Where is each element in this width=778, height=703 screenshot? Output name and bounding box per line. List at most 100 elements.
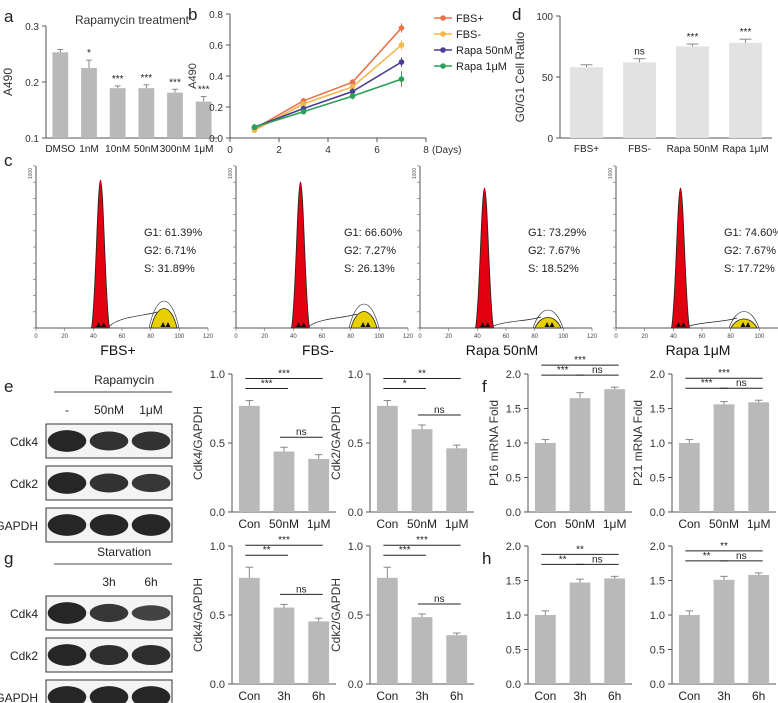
category-label-d: Rapa 50nM [667, 144, 719, 155]
histogram-x-tick-label-2: 120 [587, 334, 598, 340]
comparison-label-e2: ns [434, 405, 445, 416]
g1-percentage-1: G1: 66.60% [344, 227, 402, 239]
histogram-panel-0: 1000 0 20 40 60 80 100 120 G1: 61.39% G2: 6.71% S:… [28, 165, 214, 358]
category-label-g2: 6h [450, 689, 463, 703]
histogram-x-tick-label-1: 40 [290, 334, 297, 340]
blot-row-label-e: Cdk2 [10, 477, 38, 491]
comparison-label-e2: ** [418, 369, 426, 380]
category-label-h2: 6h [752, 689, 765, 703]
y-tick-label-f2: 1.5 [650, 404, 665, 416]
g1-percentage-3: G1: 74.60% [724, 227, 778, 239]
legend-label-3: Rapa 1μM [456, 61, 507, 73]
bar-f2 [713, 404, 735, 512]
bar-f2 [748, 402, 770, 512]
y-tick-label-h1: 2.0 [506, 541, 521, 553]
bar-a [138, 88, 155, 138]
peak-marker-3 [745, 322, 751, 327]
western-blot-e: Rapamycin - 50nM 1μM Cdk4 Cdk2 GAPDH [0, 373, 173, 543]
s-phase-curve-2 [493, 316, 542, 327]
legend-label-0: FBS+ [456, 13, 484, 25]
y-tick-label-f2: 2.0 [650, 369, 665, 381]
category-label-a: DMSO [45, 144, 75, 155]
data-point-3 [300, 108, 307, 115]
g2-percentage-3: G2: 7.67% [724, 245, 776, 257]
comparison-label-f2: *** [701, 378, 713, 389]
bar-d [623, 62, 656, 138]
histogram-panel-2: 1000 0 20 40 60 80 100 120 G1: 73.29% G2: 7.67% S:… [412, 165, 598, 358]
y-tick-label-b: 0.8 [209, 10, 223, 21]
bar-g1 [308, 621, 330, 684]
comparison-label-f2: *** [718, 368, 730, 379]
y-axis-label-a: A490 [1, 68, 15, 96]
y-tick-label-f1: 0.5 [506, 473, 521, 485]
g2-envelope-3 [728, 311, 760, 329]
peak-marker-1 [360, 322, 366, 327]
peak-marker-0 [101, 322, 106, 327]
g2-envelope-2 [532, 309, 564, 329]
significance-label-d: *** [687, 32, 699, 43]
histogram-x-tick-label-1: 0 [234, 334, 238, 340]
category-label-e2: 50nM [407, 517, 437, 531]
category-label-e1: 1μM [307, 517, 331, 531]
y-axis-label-g1: Cdk4/GAPDH [191, 578, 205, 652]
blot-row-label-e: Cdk4 [10, 435, 38, 449]
y-tick-label-g1: 1.0 [210, 541, 225, 553]
chart-d: 0 50 100 G0/G1 Cell Ratio FBS+ FBS-ns Rapa 50n… [513, 12, 772, 155]
bar-d [570, 67, 603, 138]
y-tick-label-e1: 0.5 [210, 438, 225, 450]
s-percentage-3: S: 17.72% [724, 263, 775, 275]
histogram-panel-1: 1000 0 20 40 60 80 100 120 G1: 66.60% G2: 7.27% S:… [228, 165, 414, 358]
histogram-x-tick-label-0: 60 [119, 334, 126, 340]
y-axis-label-d: G0/G1 Cell Ratio [513, 31, 527, 122]
blot-band-e [89, 473, 129, 493]
blot-row-label-e: GAPDH [0, 519, 38, 533]
bar-d [676, 46, 709, 138]
g1-peak-1 [291, 181, 310, 329]
category-label-g1: 6h [312, 689, 325, 703]
y-tick-label-h2: 2.0 [650, 541, 665, 553]
histogram-x-tick-label-2: 80 [531, 334, 538, 340]
blot-band-g [47, 602, 87, 624]
peak-marker-0 [160, 322, 166, 327]
legend-label-2: Rapa 50nM [456, 45, 513, 57]
y-tick-label-b: 0.0 [209, 134, 223, 145]
significance-label-d: ns [634, 47, 645, 58]
chart-e1: 0.0 0.5 1.0 Cdk4/GAPDH Con 50nM 1μM *** *** ns [191, 369, 336, 531]
y-axis-label-e1: Cdk4/GAPDH [191, 406, 205, 480]
category-label-a: 300nM [160, 144, 191, 155]
peak-marker-0 [96, 322, 101, 327]
x-tick-label-b: 2 [276, 145, 282, 156]
g1-peak-3 [671, 187, 690, 329]
bar-f1 [569, 398, 591, 512]
comparison-label-g2: *** [416, 535, 428, 546]
s-phase-curve-3 [689, 317, 738, 327]
series-line-3 [254, 78, 402, 128]
bar-h1 [604, 578, 626, 684]
histogram-x-tick-label-1: 60 [319, 334, 326, 340]
g2-envelope-1 [348, 303, 380, 329]
comparison-label-f1: ns [592, 365, 603, 376]
data-point-2 [398, 59, 405, 65]
panel-letter-d: d [512, 5, 521, 24]
blot-lane-label-e: - [65, 403, 69, 417]
x-tick-label-b: 0 [227, 145, 233, 156]
peak-marker-2 [544, 322, 550, 327]
legend-label-1: FBS- [456, 29, 481, 41]
comparison-label-h1: ** [576, 544, 584, 555]
y-tick-label-b: 0.6 [209, 41, 223, 52]
panel-letter-b: b [188, 5, 197, 24]
category-label-a: 50nM [134, 144, 159, 155]
y-tick-label-h2: 0.0 [650, 679, 665, 691]
bar-g2 [376, 577, 398, 684]
blot-row-label-g: Cdk4 [10, 607, 38, 621]
chart-f1: 0.0 0.5 1.0 1.5 2.0 P16 mRNA Fold Con 50nM 1μM **… [487, 355, 632, 531]
g2-percentage-0: G2: 6.71% [144, 245, 196, 257]
data-point-3 [251, 124, 258, 130]
significance-label-a: * [87, 48, 91, 59]
significance-label-d: *** [740, 27, 752, 38]
significance-label-a: *** [140, 73, 152, 84]
histogram-label-1: FBS- [302, 342, 334, 358]
